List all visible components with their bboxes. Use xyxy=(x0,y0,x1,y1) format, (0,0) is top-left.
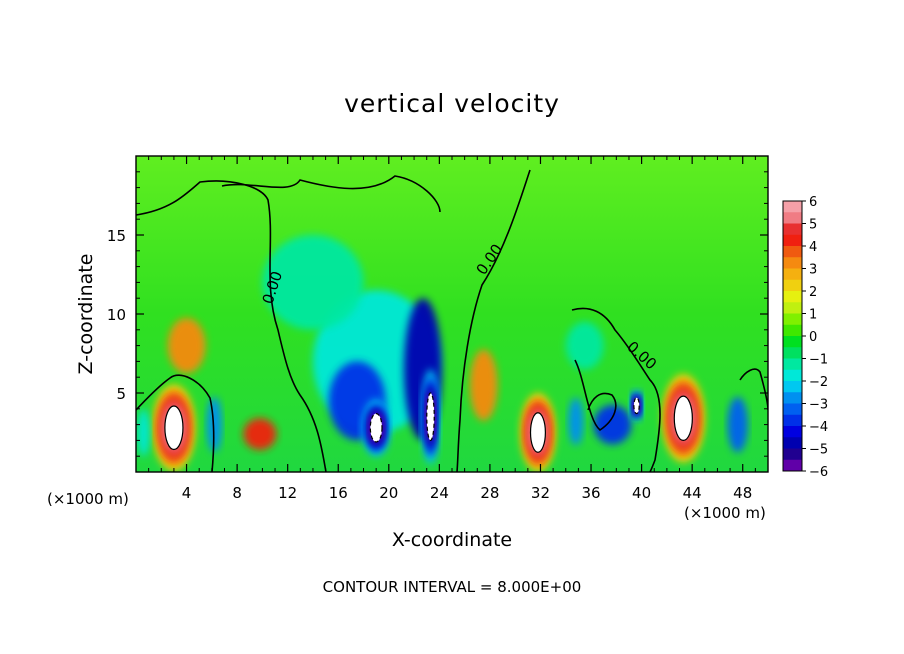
y-tick-label: 5 xyxy=(116,385,126,403)
colorbar-swatch xyxy=(783,223,802,236)
colorbar-swatch xyxy=(783,347,802,359)
colorbar-swatch xyxy=(783,201,802,213)
colorbar-swatch xyxy=(783,313,802,326)
colorbar-swatch xyxy=(783,279,802,292)
colorbar-swatch xyxy=(783,381,802,393)
field-cell xyxy=(593,404,632,445)
colorbar: 6 5 4 3 2 1 0 −1 −2 −3 −4 −5 −6 xyxy=(782,195,828,480)
field-cell xyxy=(137,408,150,457)
field-cell xyxy=(565,321,604,370)
colorbar-swatch xyxy=(783,358,802,371)
colorbar-swatch xyxy=(783,234,802,247)
colorbar-tick-label: 4 xyxy=(809,240,817,255)
field-cell xyxy=(206,396,222,453)
colorbar-tick-label: 5 xyxy=(809,218,817,233)
colorbar-swatch xyxy=(783,392,802,404)
colorbar-tick-label: −2 xyxy=(809,375,828,390)
colorbar-swatch xyxy=(783,291,802,303)
x-tick-label: 16 xyxy=(329,484,348,502)
colorbar-tick-label: −3 xyxy=(809,398,828,413)
x-tick-label: 32 xyxy=(531,484,550,502)
field-cell xyxy=(727,396,748,453)
z-axis-unit: (×1000 m) xyxy=(684,504,766,522)
x-tick-label: 24 xyxy=(430,484,449,502)
colorbar-swatch xyxy=(783,369,802,382)
colorbar-swatch xyxy=(783,403,802,416)
colorbar-tick-label: 1 xyxy=(809,308,817,323)
zero-contour-lines xyxy=(136,169,768,472)
colorbar-swatch xyxy=(783,459,802,472)
colorbar-tick-label: −4 xyxy=(809,420,828,435)
chart-title: vertical velocity xyxy=(344,89,560,118)
colorbar-swatch xyxy=(783,246,802,258)
y-tick-label: 10 xyxy=(107,306,126,324)
colorbar-swatch xyxy=(783,268,802,281)
colorbar-swatch xyxy=(783,448,802,461)
field-cell-core xyxy=(529,412,546,453)
colorbar-tick-label: 3 xyxy=(809,263,817,278)
plot-area: 0.00 0.00 0.00 4 8 12 16 20 24 28 32 36 40 44 48510… xyxy=(107,155,769,502)
field-cell xyxy=(243,418,277,450)
colorbar-swatch xyxy=(783,336,802,348)
x-tick-label: 8 xyxy=(232,484,242,502)
zero-contour-right xyxy=(571,307,661,472)
x-tick-label: 12 xyxy=(278,484,297,502)
x-tick-label: 36 xyxy=(581,484,600,502)
x-axis-label: X-coordinate xyxy=(392,529,512,551)
x-tick-label: 44 xyxy=(683,484,702,502)
field-cell-core xyxy=(633,397,640,415)
x-tick-label: 28 xyxy=(480,484,499,502)
colorbar-swatch xyxy=(783,212,802,224)
colorbar-swatch xyxy=(783,257,802,269)
x-axis-unit: (×1000 m) xyxy=(47,490,129,508)
field-cell xyxy=(469,349,498,421)
field-cell-core xyxy=(164,405,184,451)
velocity-field xyxy=(137,235,748,472)
field-cell xyxy=(167,317,206,374)
colorbar-swatch xyxy=(783,324,802,337)
field-cell-core xyxy=(369,412,383,443)
x-tick-label: 40 xyxy=(632,484,651,502)
colorbar-tick-label: −5 xyxy=(809,443,828,458)
colorbar-swatch xyxy=(783,414,802,427)
colorbar-tick-label: −1 xyxy=(809,353,828,368)
zero-contour-box-right xyxy=(739,368,768,411)
colorbar-swatch xyxy=(783,302,802,314)
x-tick-label: 4 xyxy=(182,484,192,502)
colorbar-tick-label: −6 xyxy=(809,465,828,480)
colorbar-tick-label: 0 xyxy=(809,330,817,345)
contour-interval-note: CONTOUR INTERVAL = 8.000E+00 xyxy=(323,578,582,596)
zero-contour-lower-right xyxy=(574,359,617,431)
x-tick-label: 20 xyxy=(379,484,398,502)
colorbar-swatch xyxy=(783,426,802,438)
zero-contour-upper xyxy=(221,175,441,213)
field-cell-core xyxy=(673,395,693,442)
x-tick-label: 48 xyxy=(733,484,752,502)
y-axis-label: Z-coordinate xyxy=(75,254,97,375)
zero-contour-left xyxy=(136,180,327,472)
zero-contour-far-left xyxy=(136,374,215,472)
colorbar-tick-label: 6 xyxy=(809,195,817,210)
colorbar-tick-label: 2 xyxy=(809,285,817,300)
field-cell xyxy=(568,397,584,446)
field-cell xyxy=(262,235,364,330)
field-cell-core xyxy=(426,392,435,442)
y-tick-label: 15 xyxy=(107,227,126,245)
zero-contour-center xyxy=(456,169,531,472)
colorbar-swatch xyxy=(783,437,802,449)
